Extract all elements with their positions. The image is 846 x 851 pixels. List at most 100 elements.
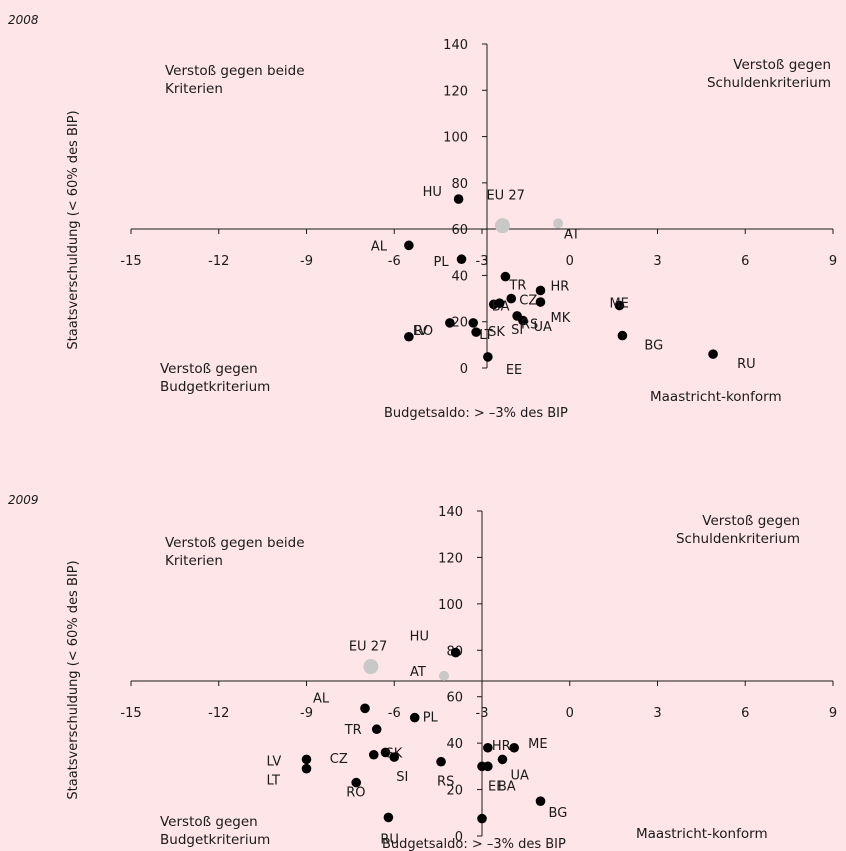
quadrant-label-top-right: Schuldenkriterium <box>676 531 800 547</box>
data-label-ee: EE <box>506 363 522 378</box>
quadrant-label-bottom-left: Budgetkriterium <box>160 379 270 395</box>
x-tick-label: 6 <box>741 706 749 721</box>
data-point-eu-27 <box>363 659 379 675</box>
data-label-al: AL <box>371 239 388 254</box>
data-point-pl <box>409 712 420 723</box>
data-point-at <box>438 670 449 681</box>
x-tick-label: -3 <box>476 254 489 269</box>
quadrant-label-top-left: Kriterien <box>165 553 223 569</box>
data-point-tr <box>371 724 382 735</box>
y-tick-label: 100 <box>443 131 468 146</box>
data-point-cz <box>506 293 517 304</box>
data-label-cz: CZ <box>330 752 348 767</box>
y-tick-label: 120 <box>443 84 468 99</box>
data-label-al: AL <box>313 691 330 706</box>
y-tick-label: 20 <box>446 784 463 799</box>
data-label-eu-27: EU 27 <box>486 189 524 204</box>
y-tick-label: 60 <box>446 691 463 706</box>
data-point-sk <box>380 747 391 758</box>
data-label-hr: HR <box>551 279 570 294</box>
y-tick-label: 20 <box>451 316 468 331</box>
data-label-si: SI <box>396 770 408 785</box>
quadrant-label-top-left: Verstoß gegen beide <box>165 535 305 551</box>
data-point-ee <box>483 352 493 362</box>
data-point-me <box>614 300 625 311</box>
data-label-bg: BG <box>644 339 663 354</box>
data-label-ru: RU <box>737 357 756 372</box>
data-label-ee: EE <box>488 779 504 794</box>
data-point-cz <box>368 749 379 760</box>
data-label-ru: RU <box>380 832 399 847</box>
data-label-cz: CZ <box>519 294 537 309</box>
y-tick-label: 80 <box>451 177 468 192</box>
panel-title: 2009 <box>8 493 39 507</box>
y-tick-label: 140 <box>443 38 468 53</box>
data-label-pl: PL <box>434 255 450 270</box>
data-point-sk <box>471 327 481 337</box>
y-tick-label: 40 <box>446 737 463 752</box>
x-tick-label: 6 <box>741 254 749 269</box>
y-axis-title: Staatsverschuldung (< 60% des BIP) <box>66 560 81 799</box>
data-label-lt: LT <box>267 774 280 789</box>
data-point-tr <box>500 271 511 282</box>
data-point-hr <box>483 742 493 753</box>
panel-2009: 2009-15-12-9-6-30369020406080100120140Ve… <box>8 493 837 851</box>
x-tick-label: 9 <box>829 706 837 721</box>
x-tick-label: 0 <box>566 254 574 269</box>
quadrant-label-bottom-left: Verstoß gegen <box>160 361 258 377</box>
quadrant-label-bottom-right: Maastricht-konform <box>650 389 782 405</box>
data-label-lv: LV <box>413 324 428 339</box>
data-label-ua: UA <box>510 768 529 783</box>
x-tick-label: -15 <box>120 254 141 269</box>
data-point-ru <box>708 349 718 359</box>
data-label-hr: HR <box>492 739 511 754</box>
data-point-hr <box>535 285 546 296</box>
data-label-hu: HU <box>423 185 442 200</box>
data-point-lt <box>301 763 312 774</box>
data-label-ro: RO <box>414 324 433 339</box>
data-point-bg <box>535 796 546 806</box>
data-point-rs <box>436 756 446 767</box>
data-point-at <box>553 218 564 229</box>
y-tick-label: 40 <box>451 269 468 284</box>
x-tick-label: -9 <box>300 706 313 721</box>
data-point-ee <box>477 761 487 772</box>
data-point-pl <box>456 254 467 265</box>
quadrant-label-top-left: Verstoß gegen beide <box>165 63 305 79</box>
data-point-me <box>509 742 519 753</box>
data-label-lv: LV <box>267 754 282 769</box>
y-axis-title: Staatsverschuldung (< 60% des BIP) <box>66 110 81 349</box>
x-tick-label: -6 <box>388 254 401 269</box>
x-tick-label: 3 <box>653 706 661 721</box>
data-point-ru <box>383 812 394 823</box>
data-label-at: AT <box>410 665 426 680</box>
data-point-si <box>512 311 522 321</box>
x-tick-label: -3 <box>476 706 489 721</box>
data-point-bg2 <box>477 813 487 824</box>
x-tick-label: -9 <box>300 254 313 269</box>
panel-2008: 2008 -15 -12 -9 -6 -3 0 3 6 9 0 20 40 60 80 100 120 140 Ve… <box>8 13 837 421</box>
quadrant-label-top-right: Verstoß gegen <box>733 57 831 73</box>
data-label-pl: PL <box>423 711 439 726</box>
data-label-ro: RO <box>346 786 365 801</box>
data-label-tr: TR <box>508 279 526 294</box>
data-label-me: ME <box>609 297 628 312</box>
data-point-ua <box>494 298 505 309</box>
data-label-me: ME <box>528 737 547 752</box>
panel-title: 2008 <box>8 13 39 27</box>
data-label-sk: SK <box>488 325 505 340</box>
quadrant-label-top-left: Kriterien <box>165 81 223 97</box>
data-label-at: AT <box>564 227 580 242</box>
x-tick-label: 0 <box>566 706 574 721</box>
x-tick-label: -12 <box>208 254 229 269</box>
quadrant-label-bottom-right: Maastricht-konform <box>636 826 768 842</box>
data-point-hu <box>450 647 461 658</box>
y-tick-label: 0 <box>455 830 463 845</box>
data-label-rs: RS <box>521 318 538 333</box>
x-axis-title: Budgetsaldo: > –3% des BIP <box>382 837 566 851</box>
data-point-mk <box>535 297 546 307</box>
x-tick-label: 9 <box>829 254 837 269</box>
data-label-ua: UA <box>534 320 553 335</box>
y-tick-label: 120 <box>438 551 463 566</box>
quadrant-label-bottom-left: Budgetkriterium <box>160 832 270 848</box>
